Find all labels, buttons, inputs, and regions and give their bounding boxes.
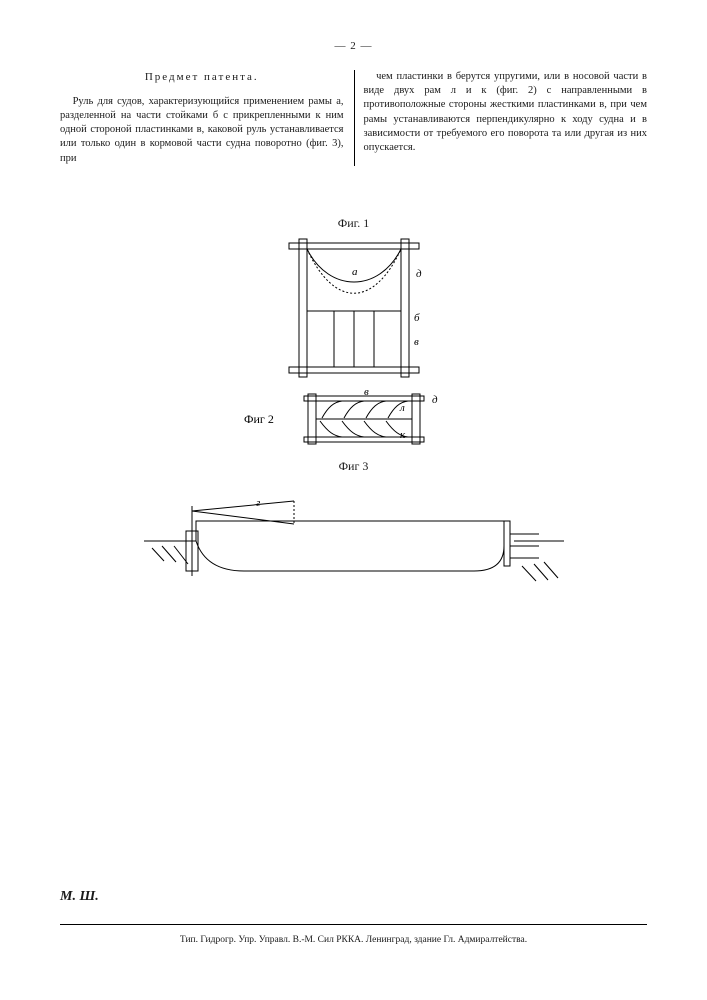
- figures-block: Фиг. 1 а д б: [60, 216, 647, 596]
- right-column: чем пластинки в берутся упругими, или в …: [354, 70, 648, 166]
- right-column-text: чем пластинки в берутся упругими, или в …: [364, 70, 648, 155]
- section-title: Предмет патента.: [60, 70, 344, 85]
- fig1-annot-d: д: [416, 268, 422, 280]
- fig3-label: Фиг 3: [60, 459, 647, 474]
- left-column: Предмет патента. Руль для судов, характе…: [60, 70, 354, 166]
- fig1-annot-b: б: [414, 312, 420, 324]
- text-columns: Предмет патента. Руль для судов, характе…: [60, 70, 647, 166]
- left-column-text: Руль для судов, характеризующийся примен…: [60, 95, 344, 166]
- fig1-annot-v: в: [414, 336, 419, 348]
- fig1-label: Фиг. 1: [60, 216, 647, 231]
- imprint: Тип. Гидрогр. Упр. Управл. В.-М. Сил РКК…: [60, 935, 647, 945]
- page-number: — 2 —: [60, 40, 647, 52]
- fig2-annot-d: д: [432, 394, 438, 406]
- fig3-annot-g: г: [256, 497, 261, 509]
- fig1-annot-a: а: [352, 266, 358, 278]
- imprint-rule: [60, 924, 647, 925]
- fig2-annot-v: в: [364, 386, 369, 398]
- fig1-diagram: а д б в: [274, 233, 434, 383]
- fig3-diagram: г: [144, 476, 564, 596]
- fig2-annot-k: к: [400, 429, 406, 441]
- column-divider: [354, 70, 355, 166]
- fig2-row: Фиг 2 в л д: [224, 383, 484, 453]
- fig2-label: Фиг 2: [244, 412, 274, 426]
- signature: М. Ш.: [60, 889, 99, 905]
- fig2-annot-l: л: [399, 402, 405, 414]
